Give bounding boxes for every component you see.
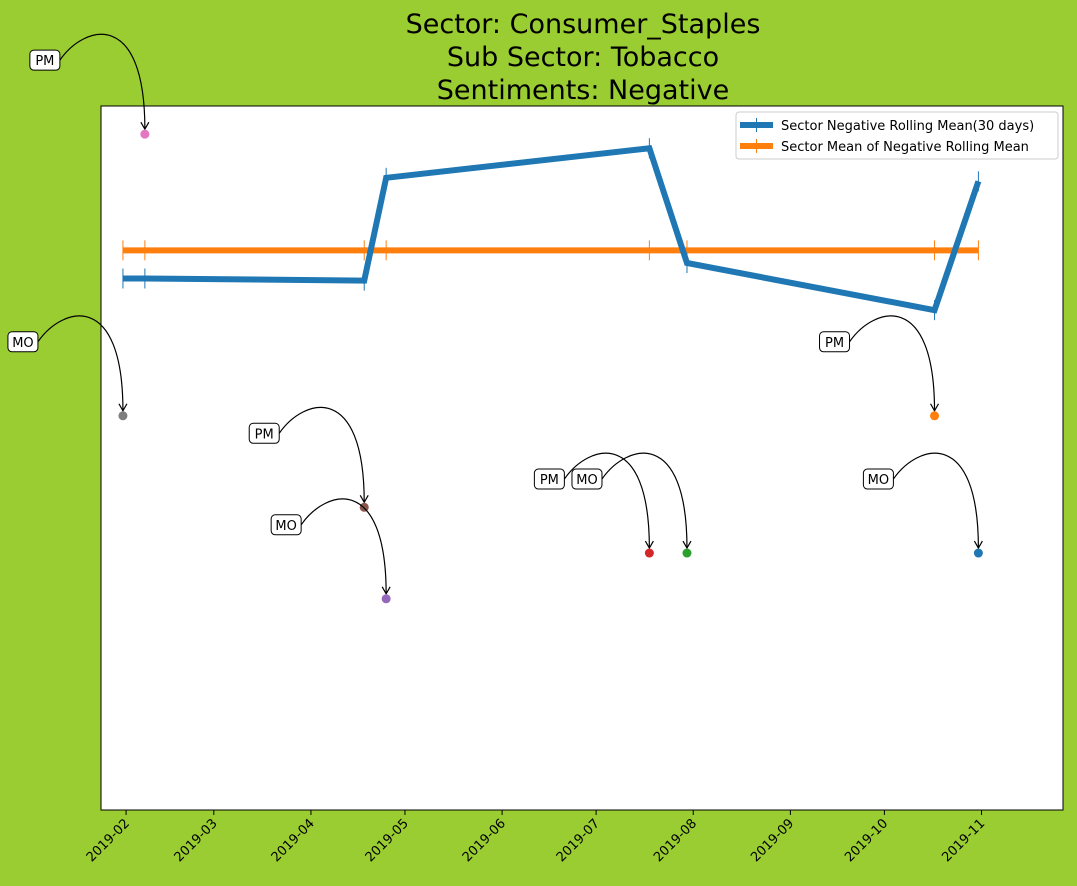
annotation-label-box xyxy=(533,468,565,490)
chart-title-line-1: Sector: Consumer_Staples xyxy=(406,9,761,40)
chart-title-line-2: Sub Sector: Tobacco xyxy=(447,42,719,73)
annotation-label-box xyxy=(270,514,302,536)
x-tick-label: 2019-02 xyxy=(84,816,133,865)
annotation-arrow xyxy=(37,315,124,411)
series-line xyxy=(122,144,982,314)
legend-label-rolling-mean: Sector Negative Rolling Mean(30 days) xyxy=(781,119,1034,134)
x-tick-label: 2019-11 xyxy=(939,816,988,865)
x-tick-label: 2019-04 xyxy=(269,816,318,865)
annotation-arrow xyxy=(278,407,365,503)
annotated-point-marker xyxy=(973,548,983,558)
x-axis: 2019-02 2019-03 2019-04 2019-05 2019-06 2019-… xyxy=(84,810,988,865)
annotation-label-box xyxy=(248,422,280,444)
annotation-label: MO xyxy=(868,473,889,488)
x-tick-label: 2019-05 xyxy=(363,816,412,865)
annotation-label-box xyxy=(7,331,39,353)
annotation-label: PM xyxy=(825,336,844,351)
annotation-label-box xyxy=(29,49,61,71)
annotation-label: PM xyxy=(255,427,274,442)
annotated-point-marker xyxy=(118,411,128,421)
annotation-label-box xyxy=(571,468,603,490)
legend-box xyxy=(735,111,1059,160)
annotation-arrowhead xyxy=(682,540,692,550)
annotation-label: MO xyxy=(576,473,597,488)
annotation-arrowhead xyxy=(381,586,391,596)
annotated-point-marker xyxy=(140,129,150,139)
x-tick-label: 2019-10 xyxy=(842,816,891,865)
annotated-point-marker xyxy=(381,594,391,604)
annotation-label-box xyxy=(862,468,894,490)
annotation-arrowhead xyxy=(118,403,128,412)
x-tick-label: 2019-09 xyxy=(748,816,797,865)
x-tick-label: 2019-07 xyxy=(554,816,603,865)
annotation-arrowhead xyxy=(644,540,654,550)
annotation-arrow xyxy=(601,452,688,549)
annotation-label-box xyxy=(819,331,851,353)
plot-area xyxy=(100,105,1064,811)
annotation-label: MO xyxy=(275,519,296,534)
annotation-layer: PM MO PM MO PM MO PM MO xyxy=(7,33,983,604)
annotation-arrow xyxy=(563,452,650,549)
x-tick-label: 2019-03 xyxy=(172,816,221,865)
annotation-arrow xyxy=(892,452,979,549)
chart-title-line-3: Sentiments: Negative xyxy=(437,75,729,106)
annotation-arrow xyxy=(59,33,146,130)
annotated-point-marker xyxy=(682,548,692,558)
x-tick-label: 2019-06 xyxy=(460,816,509,865)
annotation-arrowhead xyxy=(973,540,983,550)
annotated-point-marker xyxy=(930,411,940,421)
legend-label-mean: Sector Mean of Negative Rolling Mean xyxy=(781,140,1029,155)
x-tick-label: 2019-08 xyxy=(651,816,700,865)
annotation-label: PM xyxy=(540,473,559,488)
annotation-arrowhead xyxy=(359,494,369,504)
chart-legend: Sector Negative Rolling Mean(30 days) Se… xyxy=(735,111,1059,160)
series-layer xyxy=(122,138,982,321)
annotated-point-marker xyxy=(644,548,654,558)
annotation-arrow xyxy=(849,315,936,411)
annotation-label: PM xyxy=(35,54,54,69)
annotation-arrowhead xyxy=(930,403,940,412)
annotation-arrowhead xyxy=(140,121,150,131)
annotation-label: MO xyxy=(12,336,33,351)
annotation-arrow xyxy=(300,498,387,594)
